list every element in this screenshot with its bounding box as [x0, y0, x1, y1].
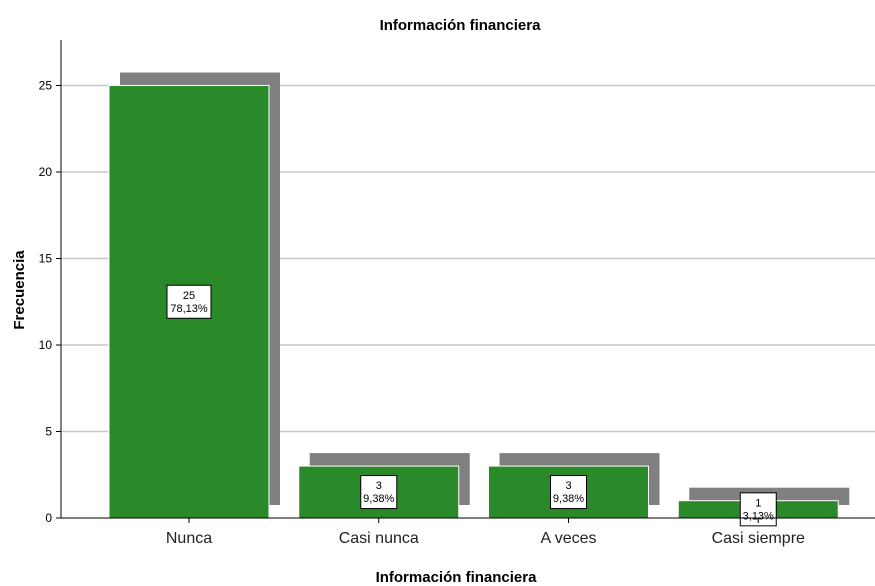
data-label-count: 3 [565, 480, 571, 492]
data-label-count: 1 [755, 497, 761, 509]
y-axis-ticks: 0 5 10 15 20 25 [39, 79, 61, 525]
data-label-percent: 9,38% [553, 493, 584, 505]
data-label-box [360, 475, 398, 510]
y-tick-label: 25 [39, 79, 53, 93]
data-label-count: 25 [183, 290, 195, 302]
y-axis-title: Frecuencia [11, 250, 28, 330]
x-tick-label: Casi nunca [339, 530, 419, 547]
chart-title: Información financiera [380, 17, 542, 34]
x-tick-label: A veces [540, 530, 596, 547]
y-tick-label: 15 [39, 252, 53, 266]
data-label-count: 3 [376, 480, 382, 492]
x-axis-title: Información financiera [376, 569, 538, 586]
data-label-box [166, 284, 212, 319]
data-label-percent: 3,13% [743, 510, 774, 522]
y-tick-label: 5 [45, 425, 52, 439]
category-labels: Nunca Casi nunca A veces Casi siempre [166, 518, 805, 547]
x-tick-label: Casi siempre [712, 530, 805, 547]
data-label-box [550, 475, 587, 510]
data-label-percent: 78,13% [170, 303, 208, 315]
y-tick-label: 0 [45, 511, 52, 525]
y-tick-label: 10 [39, 338, 53, 352]
x-tick-label: Nunca [166, 530, 212, 547]
data-label-percent: 9,38% [363, 493, 394, 505]
y-tick-label: 20 [39, 165, 53, 179]
